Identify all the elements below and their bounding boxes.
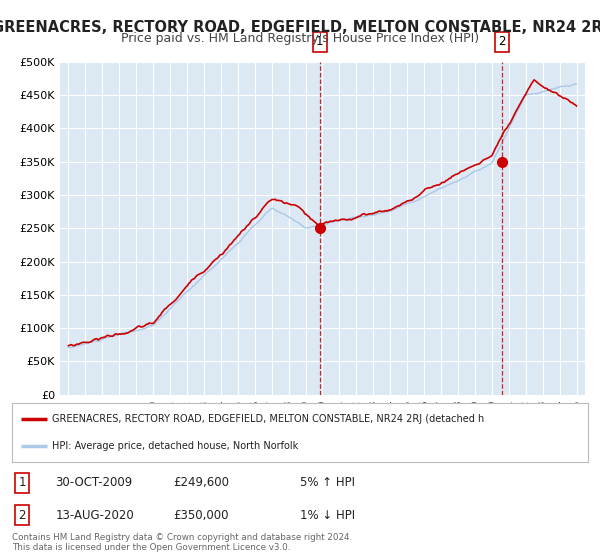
Text: This data is licensed under the Open Government Licence v3.0.: This data is licensed under the Open Gov…	[12, 543, 290, 552]
Text: GREENACRES, RECTORY ROAD, EDGEFIELD, MELTON CONSTABLE, NR24 2RJ: GREENACRES, RECTORY ROAD, EDGEFIELD, MEL…	[0, 20, 600, 35]
Text: GREENACRES, RECTORY ROAD, EDGEFIELD, MELTON CONSTABLE, NR24 2RJ (detached h: GREENACRES, RECTORY ROAD, EDGEFIELD, MEL…	[52, 414, 485, 424]
Text: Contains HM Land Registry data © Crown copyright and database right 2024.: Contains HM Land Registry data © Crown c…	[12, 533, 352, 542]
Text: 1% ↓ HPI: 1% ↓ HPI	[300, 508, 355, 521]
Text: 2: 2	[499, 35, 506, 48]
Text: Price paid vs. HM Land Registry's House Price Index (HPI): Price paid vs. HM Land Registry's House …	[121, 32, 479, 45]
Text: £249,600: £249,600	[173, 477, 229, 489]
Text: 2: 2	[19, 508, 26, 521]
Text: 13-AUG-2020: 13-AUG-2020	[55, 508, 134, 521]
Text: 5% ↑ HPI: 5% ↑ HPI	[300, 477, 355, 489]
Text: £350,000: £350,000	[173, 508, 229, 521]
Text: HPI: Average price, detached house, North Norfolk: HPI: Average price, detached house, Nort…	[52, 441, 299, 451]
Text: 1: 1	[316, 35, 323, 48]
Text: 1: 1	[19, 477, 26, 489]
Text: 30-OCT-2009: 30-OCT-2009	[55, 477, 133, 489]
